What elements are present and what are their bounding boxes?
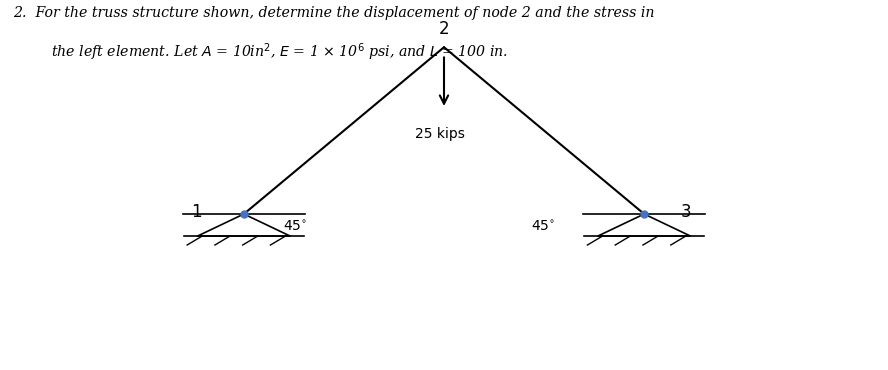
Text: 45$^{\circ}$: 45$^{\circ}$: [531, 219, 555, 234]
Text: 2.  For the truss structure shown, determine the displacement of node 2 and the : 2. For the truss structure shown, determ…: [13, 6, 654, 20]
Text: 3: 3: [680, 203, 691, 221]
Text: the left element. Let $A$ = 10in$^2$, $E$ = 1 $\times$ 10$^6$ psi, and $L$ = 100: the left element. Let $A$ = 10in$^2$, $E…: [51, 42, 508, 63]
Polygon shape: [197, 214, 290, 236]
Polygon shape: [598, 214, 691, 236]
Text: 2: 2: [439, 20, 449, 38]
Text: 45$^{\circ}$: 45$^{\circ}$: [283, 219, 307, 234]
Text: 1: 1: [191, 203, 202, 221]
Text: 25 kips: 25 kips: [415, 127, 464, 141]
